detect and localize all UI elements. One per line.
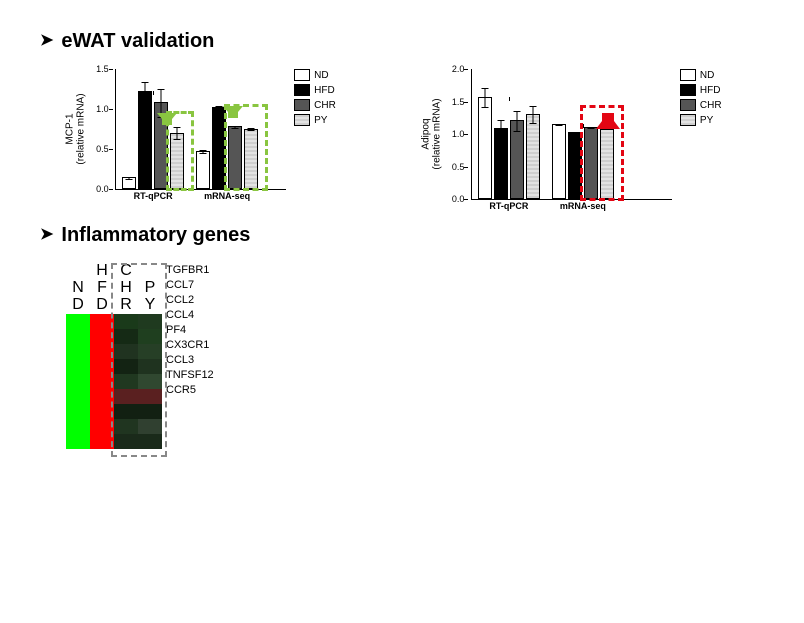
bar-chr	[228, 126, 242, 189]
adipoq-plot: 0.00.51.01.52.0RT-qPCRmRNA-seq	[471, 69, 672, 200]
bar-chr	[510, 120, 524, 199]
adipoq-chart: Adipoq (relative mRNA) 0.00.51.01.52.0RT…	[396, 69, 722, 200]
legend-item-py: PY	[680, 114, 722, 126]
heatmap-cell	[66, 404, 90, 419]
legend-item-chr: CHR	[680, 99, 722, 111]
legend-item-chr: CHR	[294, 99, 336, 111]
bar-group: mRNA-seq	[552, 124, 614, 199]
category-label: RT-qPCR	[489, 201, 528, 211]
ytick: 0.5	[96, 144, 109, 154]
bar-group: RT-qPCR	[122, 91, 184, 189]
heatmap-row-label: CCL7	[166, 278, 214, 293]
legend-item-nd: ND	[680, 69, 722, 81]
heatmap-row-label: CCL3	[166, 353, 214, 368]
ytick: 1.0	[452, 129, 465, 139]
legend-swatch	[680, 69, 696, 81]
legend-label: PY	[700, 115, 713, 126]
legend-swatch	[680, 99, 696, 111]
heatmap-row-label: CCL4	[166, 308, 214, 323]
bar-py	[600, 129, 614, 199]
legend-swatch	[294, 114, 310, 126]
ytick: 2.0	[452, 64, 465, 74]
bar-chr	[154, 102, 168, 189]
section-title-inflammatory: Inflammatory genes	[40, 224, 764, 247]
ytick: 0.0	[452, 194, 465, 204]
heatmap-cell	[66, 359, 90, 374]
inflammatory-heatmap: NDHFDCHR PY TGFBR1CCL7CCL2CCL4PF4CX3CR1C…	[66, 263, 764, 449]
legend-label: CHR	[314, 100, 336, 111]
bar-nd	[552, 124, 566, 199]
heatmap-column	[66, 314, 90, 449]
legend-swatch	[294, 99, 310, 111]
ytick: 1.5	[452, 97, 465, 107]
heatmap-cell	[66, 419, 90, 434]
legend-item-hfd: HFD	[294, 84, 336, 96]
heatmap-row-labels: TGFBR1CCL7CCL2CCL4PF4CX3CR1CCL3TNFSF12CC…	[166, 263, 214, 398]
legend-swatch	[680, 84, 696, 96]
adipoq-legend: ND HFD CHR PY	[680, 69, 722, 126]
heatmap-row-label: TGFBR1	[166, 263, 214, 278]
ytick: 0.0	[96, 184, 109, 194]
legend-label: CHR	[700, 100, 722, 111]
bar-py	[170, 133, 184, 189]
heatmap-cell	[66, 374, 90, 389]
category-label: mRNA-seq	[204, 191, 250, 201]
heatmap-row-label: PF4	[166, 323, 214, 338]
bar-nd	[478, 97, 492, 199]
ytick: 1.5	[96, 64, 109, 74]
adipoq-ylabel: Adipoq (relative mRNA)	[420, 98, 442, 169]
heatmap-cell	[66, 389, 90, 404]
category-label: RT-qPCR	[134, 191, 173, 201]
bar-hfd	[138, 91, 152, 189]
legend-label: PY	[314, 115, 327, 126]
bar-py	[244, 129, 258, 189]
mcp1-chart: MCP-1 (relative mRNA) 0.00.51.01.5RT-qPC…	[40, 69, 336, 200]
heatmap-cell	[66, 329, 90, 344]
ytick: 0.5	[452, 162, 465, 172]
legend-item-py: PY	[294, 114, 336, 126]
heatmap-cell	[66, 314, 90, 329]
mcp1-plot: 0.00.51.01.5RT-qPCRmRNA-seq	[115, 69, 286, 190]
heatmap-row-label: CCL2	[166, 293, 214, 308]
bar-py	[526, 114, 540, 199]
heatmap-cell	[66, 344, 90, 359]
legend-label: HFD	[700, 85, 721, 96]
bar-group: RT-qPCR	[478, 97, 540, 199]
mcp1-legend: ND HFD CHR PY	[294, 69, 336, 126]
heatmap-cell	[66, 434, 90, 449]
bar-group: mRNA-seq	[196, 107, 258, 189]
mcp1-ylabel: MCP-1 (relative mRNA)	[65, 93, 87, 164]
legend-item-nd: ND	[294, 69, 336, 81]
bar-chr	[584, 127, 598, 199]
section-title-ewat: eWAT validation	[40, 30, 764, 53]
legend-label: HFD	[314, 85, 335, 96]
heatmap-col-ND: ND	[66, 263, 90, 314]
category-label: mRNA-seq	[560, 201, 606, 211]
legend-item-hfd: HFD	[680, 84, 722, 96]
charts-row: MCP-1 (relative mRNA) 0.00.51.01.5RT-qPC…	[40, 69, 764, 200]
legend-swatch	[294, 69, 310, 81]
legend-swatch	[680, 114, 696, 126]
heatmap-row-label: CCR5	[166, 383, 214, 398]
bar-hfd	[568, 132, 582, 199]
heatmap-highlight-box	[111, 263, 167, 457]
heatmap-row-label: TNFSF12	[166, 368, 214, 383]
heatmap-grid	[66, 314, 162, 449]
bar-nd	[196, 151, 210, 189]
bar-hfd	[494, 128, 508, 199]
heatmap-row-label: CX3CR1	[166, 338, 214, 353]
legend-label: ND	[314, 70, 328, 81]
legend-label: ND	[700, 70, 714, 81]
ytick: 1.0	[96, 104, 109, 114]
legend-swatch	[294, 84, 310, 96]
bar-hfd	[212, 107, 226, 189]
bar-nd	[122, 177, 136, 189]
